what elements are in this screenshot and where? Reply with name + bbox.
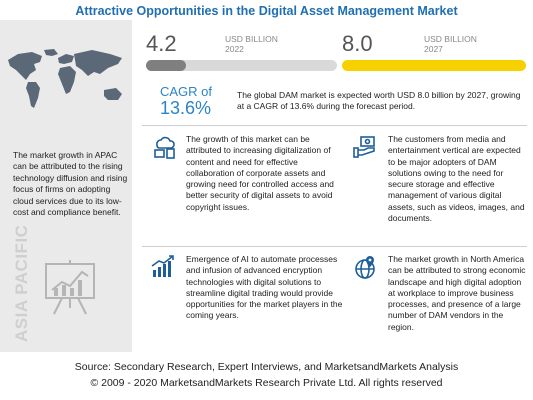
vertical-block-text: The customers from media and entertainme… — [388, 134, 525, 224]
cloud-devices-icon — [154, 136, 175, 159]
apac-description: The market growth in APAC can be attribu… — [13, 150, 128, 218]
source-note: Source: Secondary Research, Expert Inter… — [74, 361, 459, 373]
globe-pin-icon — [355, 256, 375, 279]
apac-vertical-label: ASIA PACIFIC — [12, 224, 31, 342]
copyright-note: © 2009 - 2020 MarketsandMarkets Research… — [90, 377, 443, 389]
driver-block-text: The growth of this market can be attribu… — [186, 134, 334, 212]
market-unit-2027: USD BILLION 2027 — [424, 34, 477, 54]
market-unit-2022: USD BILLION 2022 — [225, 34, 278, 54]
market-bar-2022-fill — [146, 60, 187, 71]
market-summary: The global DAM market is expected worth … — [237, 90, 521, 112]
cagr-value: 13.6% — [160, 98, 212, 118]
market-bar-2022 — [146, 60, 337, 71]
unit-label-2027: USD BILLION — [424, 34, 477, 44]
market-value-2027: 8.0 — [342, 31, 373, 56]
cagr-label: CAGR of — [160, 84, 213, 99]
page-title: Attractive Opportunities in the Digital … — [75, 4, 458, 18]
unit-label-2022: USD BILLION — [225, 34, 278, 44]
market-value-2022: 4.2 — [146, 31, 177, 56]
world-map-icon — [8, 49, 122, 108]
presentation-board-icon — [45, 260, 95, 315]
market-bar-2027 — [342, 60, 526, 71]
growth-chart-icon — [151, 255, 174, 277]
money-hand-icon — [353, 136, 375, 158]
opportunity-block-text: Emergence of AI to automate processes an… — [186, 254, 343, 321]
section-divider — [142, 125, 527, 126]
year-label-2022: 2022 — [225, 44, 244, 54]
north-america-block-text: The market growth in North America can b… — [388, 254, 526, 332]
year-label-2027: 2027 — [424, 44, 443, 54]
section-divider — [142, 246, 527, 247]
left-panel: The market growth in APAC can be attribu… — [0, 20, 132, 352]
